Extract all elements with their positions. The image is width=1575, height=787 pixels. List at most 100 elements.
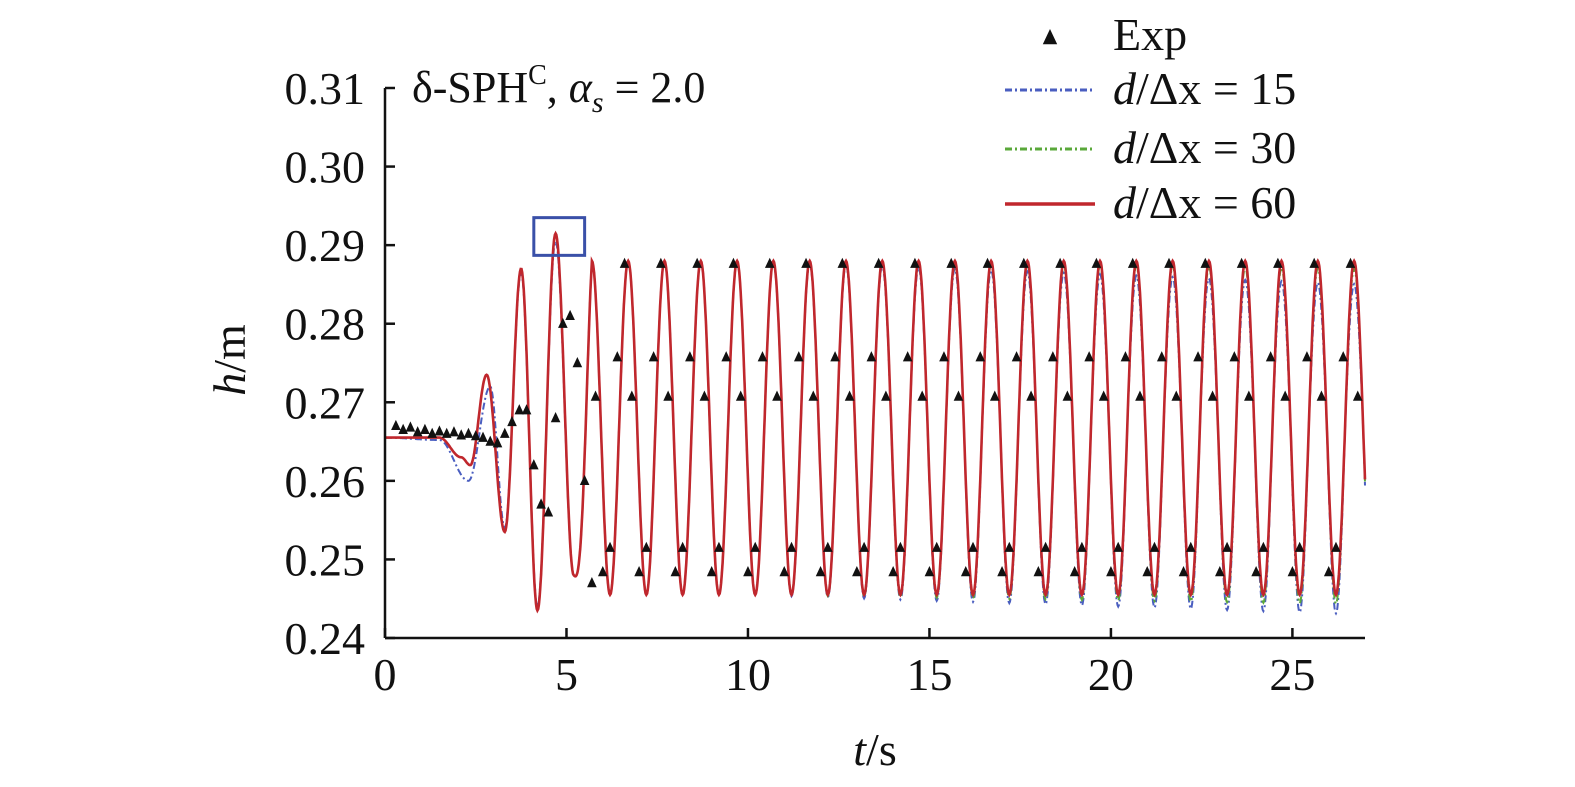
exp-marker xyxy=(757,351,768,362)
exp-marker xyxy=(1200,257,1211,268)
exp-marker xyxy=(634,566,644,577)
exp-marker xyxy=(627,390,637,401)
exp-marker xyxy=(997,566,1007,577)
x-tick-label: 10 xyxy=(725,649,771,700)
exp-marker xyxy=(1229,351,1240,362)
exp-marker xyxy=(529,459,539,470)
exp-marker xyxy=(1106,566,1116,577)
plot-area: 0 5 10 15 20 25 0.240.250.260.270.280.290.300… xyxy=(285,63,1367,700)
exp-marker xyxy=(1215,566,1225,577)
exp-marker xyxy=(670,566,681,577)
exp-marker xyxy=(1265,351,1276,362)
exp-marker xyxy=(677,541,688,552)
exp-marker xyxy=(764,257,775,268)
exp-marker xyxy=(1142,566,1153,577)
exp-marker xyxy=(830,351,840,362)
exp-marker xyxy=(492,437,503,448)
exp-marker xyxy=(1244,390,1254,401)
legend-label-60: d/Δx = 60 xyxy=(1113,177,1296,228)
exp-marker xyxy=(1323,566,1334,577)
exp-marker xyxy=(975,351,986,362)
exp-marker xyxy=(1316,390,1327,401)
exp-marker xyxy=(714,541,724,552)
exp-marker xyxy=(1352,390,1363,401)
exp-marker xyxy=(648,351,659,362)
exp-marker xyxy=(434,425,445,436)
exp-marker xyxy=(565,309,575,321)
exp-marker xyxy=(1120,351,1131,362)
exp-marker xyxy=(910,257,920,268)
exp-marker xyxy=(772,390,782,401)
exp-marker xyxy=(1338,351,1349,362)
exp-marker xyxy=(587,577,597,588)
y-tick-label: 0.24 xyxy=(285,613,366,664)
exp-marker xyxy=(656,257,666,268)
exp-marker xyxy=(692,257,702,268)
exp-marker xyxy=(1185,541,1196,552)
y-ticks: 0.24 0.25 0.26 0.27 0.28 0.29 0.30 0.31 xyxy=(285,63,395,664)
exp-marker xyxy=(572,357,583,368)
x-tick-label: 0 xyxy=(374,649,397,700)
exp-marker xyxy=(1019,257,1029,268)
exp-marker xyxy=(449,426,459,437)
exp-marker xyxy=(478,431,488,442)
legend-label-30: d/Δx = 30 xyxy=(1113,122,1296,173)
exp-marker xyxy=(1345,257,1356,268)
exp-marker xyxy=(1040,541,1051,552)
legend-marker-exp xyxy=(1042,29,1058,45)
exp-markers xyxy=(391,257,1363,588)
exp-marker xyxy=(507,415,517,427)
exp-marker xyxy=(779,566,790,577)
x-tick-label: 20 xyxy=(1088,649,1134,700)
exp-marker xyxy=(1098,390,1109,401)
exp-marker xyxy=(902,351,913,362)
exp-marker xyxy=(1084,351,1094,362)
exp-marker xyxy=(1033,566,1044,577)
exp-marker xyxy=(706,566,717,577)
highlight-box xyxy=(532,216,587,257)
exp-marker xyxy=(1164,257,1174,268)
exp-marker xyxy=(1156,351,1167,362)
exp-marker xyxy=(590,390,601,401)
exp-marker xyxy=(612,351,623,362)
legend-item-30: d/Δx = 30 xyxy=(1005,122,1296,173)
exp-marker xyxy=(685,351,695,362)
y-tick-label: 0.26 xyxy=(285,456,366,507)
exp-marker xyxy=(1294,541,1305,552)
exp-marker xyxy=(1113,541,1123,552)
exp-marker xyxy=(968,541,978,552)
exp-marker xyxy=(1287,566,1298,577)
exp-marker xyxy=(1331,541,1341,552)
exp-marker xyxy=(605,541,615,552)
y-tick-label: 0.25 xyxy=(285,534,366,585)
exp-marker xyxy=(793,351,804,362)
exp-marker xyxy=(881,390,891,401)
exp-marker xyxy=(579,474,590,486)
legend-item-exp: Exp xyxy=(1042,9,1187,60)
exp-marker xyxy=(1178,566,1189,577)
exp-marker xyxy=(420,423,430,434)
exp-marker xyxy=(859,541,869,552)
exp-marker xyxy=(1077,541,1087,552)
axes: 0 5 10 15 20 25 0.240.250.260.270.280.290.300… xyxy=(285,63,1365,700)
exp-marker xyxy=(1011,351,1022,362)
exp-marker xyxy=(815,566,826,577)
exp-marker xyxy=(398,423,408,434)
exp-marker xyxy=(521,404,532,415)
exp-marker xyxy=(543,506,554,517)
y-tick-label: 0.31 xyxy=(285,63,366,114)
exp-marker xyxy=(1280,390,1290,401)
x-axis-title: t/s xyxy=(853,724,896,775)
exp-marker xyxy=(558,317,568,328)
method-annotation: δ-SPHC, αs = 2.0 xyxy=(412,60,705,119)
exp-marker xyxy=(663,390,673,401)
legend-label-15: d/Δx = 15 xyxy=(1113,63,1296,114)
exp-marker xyxy=(699,390,710,401)
x-tick-label: 25 xyxy=(1269,649,1315,700)
exp-marker xyxy=(1135,390,1145,401)
exp-marker xyxy=(427,427,437,438)
exp-marker xyxy=(391,419,401,431)
exp-marker xyxy=(1127,257,1138,268)
exp-marker xyxy=(852,566,862,577)
